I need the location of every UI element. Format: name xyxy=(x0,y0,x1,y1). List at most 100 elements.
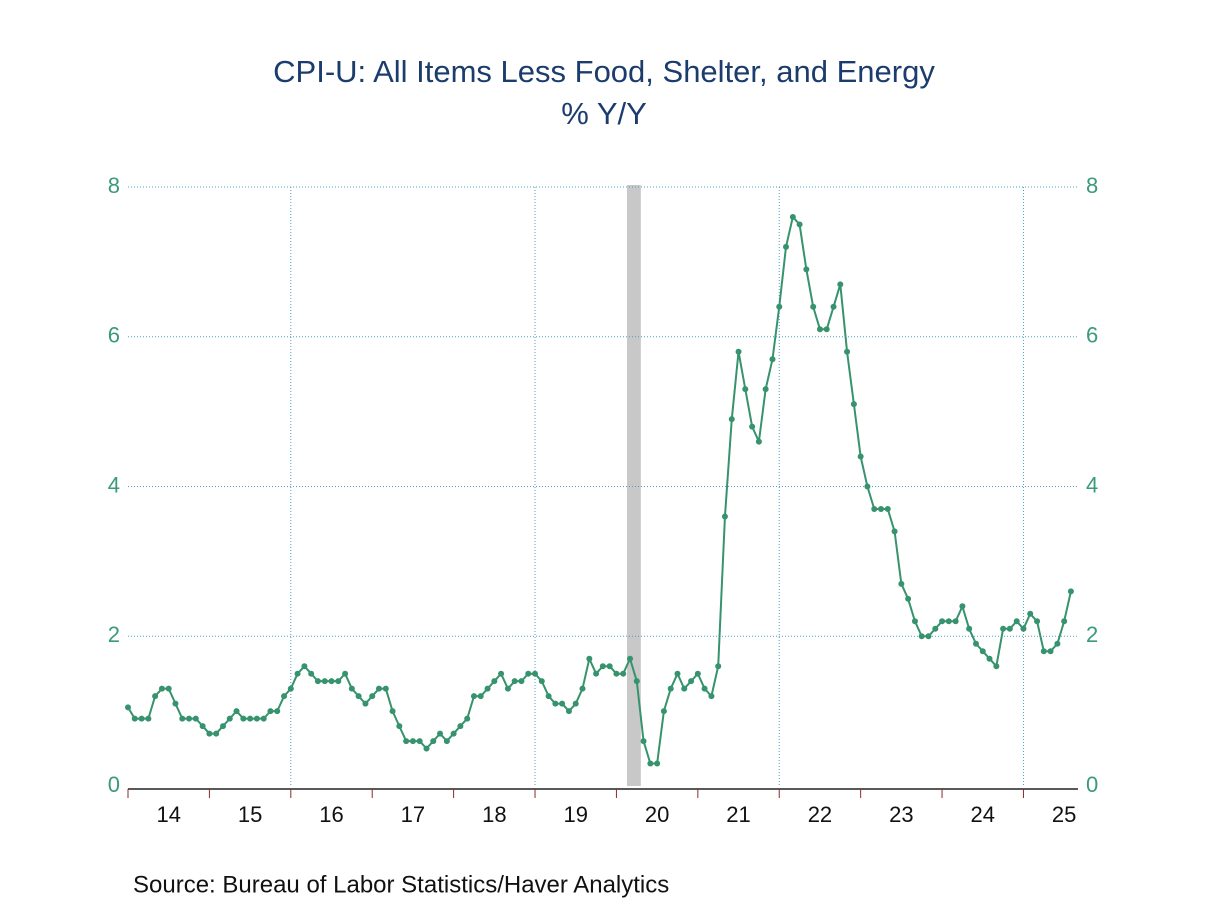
point xyxy=(701,685,708,692)
point xyxy=(206,730,213,737)
point xyxy=(681,685,688,692)
point xyxy=(375,685,382,692)
point xyxy=(1040,648,1047,655)
x-tick-label: 18 xyxy=(482,802,506,827)
point xyxy=(158,685,165,692)
point xyxy=(755,438,762,445)
x-tick-label: 23 xyxy=(889,802,913,827)
point xyxy=(579,685,586,692)
point xyxy=(993,663,1000,670)
chart-title: CPI-U: All Items Less Food, Shelter, and… xyxy=(273,54,935,89)
point xyxy=(443,738,450,745)
point xyxy=(389,708,396,715)
point xyxy=(871,505,878,512)
point xyxy=(226,715,233,722)
point xyxy=(247,715,254,722)
y-tick-label-right: 4 xyxy=(1086,472,1098,497)
point xyxy=(423,745,430,752)
point xyxy=(477,693,484,700)
point xyxy=(457,723,464,730)
point xyxy=(674,670,681,677)
point xyxy=(437,730,444,737)
point xyxy=(1020,625,1027,632)
point xyxy=(708,693,715,700)
x-tick-label: 22 xyxy=(808,802,832,827)
point xyxy=(281,693,288,700)
point xyxy=(552,700,559,707)
point xyxy=(823,326,830,333)
x-tick-label: 16 xyxy=(319,802,343,827)
point xyxy=(810,303,817,310)
line-series xyxy=(127,214,1072,765)
point xyxy=(1013,618,1020,625)
point xyxy=(253,715,260,722)
point xyxy=(979,648,986,655)
x-tick-label: 17 xyxy=(401,802,425,827)
point xyxy=(789,213,796,220)
point xyxy=(660,708,667,715)
point xyxy=(620,670,627,677)
point xyxy=(450,730,457,737)
point xyxy=(145,715,152,722)
point xyxy=(559,700,566,707)
x-tick-label: 14 xyxy=(156,802,180,827)
point xyxy=(647,760,654,767)
point xyxy=(762,386,769,393)
point xyxy=(850,401,857,408)
point xyxy=(335,678,342,685)
point xyxy=(538,678,545,685)
point xyxy=(525,670,532,677)
point xyxy=(403,738,410,745)
point xyxy=(918,633,925,640)
point xyxy=(409,738,416,745)
point xyxy=(362,700,369,707)
point xyxy=(396,723,403,730)
point xyxy=(233,708,240,715)
point xyxy=(1027,610,1034,617)
point xyxy=(606,663,613,670)
point xyxy=(749,423,756,430)
point xyxy=(287,685,294,692)
y-tick-label: 6 xyxy=(108,323,120,348)
point xyxy=(939,618,946,625)
point xyxy=(491,678,498,685)
point xyxy=(532,670,539,677)
point xyxy=(172,700,179,707)
source-note: Source: Bureau of Labor Statistics/Haver… xyxy=(133,871,669,898)
point xyxy=(742,386,749,393)
point xyxy=(728,416,735,423)
point xyxy=(131,715,138,722)
point xyxy=(186,715,193,722)
point xyxy=(593,670,600,677)
point xyxy=(511,678,518,685)
y-tick-label: 2 xyxy=(108,622,120,647)
point xyxy=(782,243,789,250)
point xyxy=(830,303,837,310)
point xyxy=(301,663,308,670)
point xyxy=(891,528,898,535)
y-tick-label-right: 2 xyxy=(1086,622,1098,647)
y-tick-label: 4 xyxy=(108,472,120,497)
x-tick-label: 19 xyxy=(563,802,587,827)
point xyxy=(464,715,471,722)
point xyxy=(355,693,362,700)
point xyxy=(654,760,661,767)
point xyxy=(220,723,226,730)
point xyxy=(735,348,742,355)
point xyxy=(769,356,776,363)
x-tick-label: 20 xyxy=(645,802,669,827)
point xyxy=(966,625,973,632)
y-tick-label: 0 xyxy=(108,772,120,797)
point xyxy=(613,670,620,677)
point xyxy=(911,618,918,625)
point xyxy=(952,618,959,625)
point xyxy=(314,678,321,685)
point xyxy=(1006,625,1013,632)
point xyxy=(898,580,905,587)
point xyxy=(633,678,640,685)
point xyxy=(986,655,993,662)
point xyxy=(430,738,437,745)
point xyxy=(274,708,281,715)
point xyxy=(694,670,701,677)
